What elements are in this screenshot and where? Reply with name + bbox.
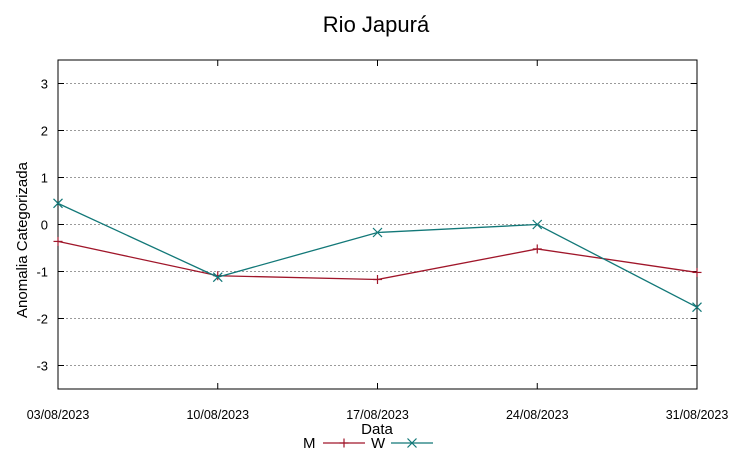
data-point-m — [373, 274, 382, 284]
x-tick-label: 03/08/2023 — [27, 408, 90, 422]
x-axis-label: Data — [361, 421, 393, 438]
data-point-w — [372, 227, 383, 238]
marker-w — [692, 302, 702, 313]
data-point-w — [692, 302, 702, 313]
marker-w — [532, 219, 543, 230]
grid — [58, 83, 697, 366]
y-tick-label: 3 — [41, 77, 48, 92]
series-line-w — [57, 202, 698, 308]
x-tick-label: 31/08/2023 — [666, 408, 729, 422]
legend-label-m: M — [303, 435, 316, 452]
x-tick-label: 24/08/2023 — [506, 408, 569, 422]
data-point-m — [53, 236, 63, 246]
data-point-w — [532, 219, 543, 230]
legend-label-w: W — [371, 435, 386, 452]
y-axis: -3 -2 -1 0 1 2 3 — [36, 77, 697, 374]
marker-w — [212, 272, 223, 283]
legend-marker-w — [407, 438, 417, 448]
data-point-m — [692, 267, 702, 277]
data-point-m — [532, 244, 542, 254]
x-axis: 03/08/2023 10/08/2023 17/08/2023 24/08/2023… — [27, 60, 729, 422]
plot-frame — [57, 59, 698, 390]
y-tick-label: -2 — [36, 312, 48, 327]
series — [53, 198, 702, 313]
y-axis-label: Anomalia Categorizada — [14, 161, 31, 318]
y-tick-label: 2 — [41, 124, 48, 139]
chart-title: Rio Japurá — [323, 12, 430, 37]
y-tick-label: 0 — [41, 218, 48, 233]
y-tick-label: -1 — [36, 265, 48, 280]
y-tick-label: -3 — [36, 359, 48, 374]
x-tick-label: 10/08/2023 — [186, 408, 249, 422]
marker-w — [372, 227, 383, 238]
x-tick-label: 17/08/2023 — [346, 408, 409, 422]
y-tick-label: 1 — [41, 171, 48, 186]
data-point-w — [212, 272, 223, 283]
marker-w — [53, 198, 63, 209]
data-point-w — [53, 198, 63, 209]
